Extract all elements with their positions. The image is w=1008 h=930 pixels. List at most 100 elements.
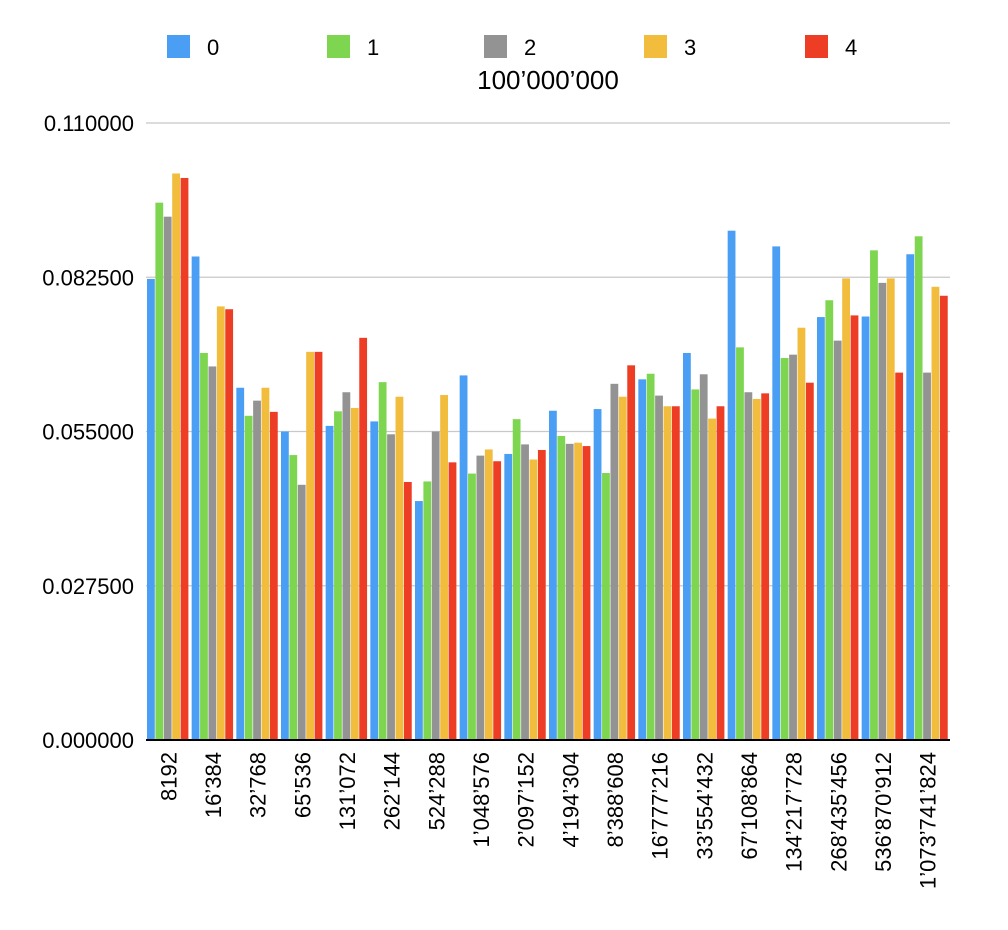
bar-series-4 <box>537 450 546 740</box>
bar-series-2 <box>163 216 172 740</box>
bar-series-2 <box>253 400 261 740</box>
bar-series-1 <box>646 373 655 740</box>
legend-swatch <box>167 35 190 58</box>
bar-series-3 <box>306 351 314 740</box>
legend-swatch <box>644 35 667 58</box>
bar-series-4 <box>403 481 412 740</box>
bar-series-4 <box>582 446 591 740</box>
x-tick-label: 67’108’864 <box>737 752 762 860</box>
bar-series-3 <box>440 395 448 740</box>
bar-series-2 <box>387 434 395 740</box>
bar-series-4 <box>939 295 948 740</box>
bar-series-2 <box>610 383 619 740</box>
y-tick-label: 0.110000 <box>44 111 134 136</box>
x-tick-label: 33’554’432 <box>692 752 717 860</box>
x-tick-label: 8’388’608 <box>603 752 628 847</box>
bar-series-3 <box>172 173 180 740</box>
x-tick-label: 134’217’728 <box>782 752 807 872</box>
bars <box>147 173 948 741</box>
bar-series-1 <box>378 382 387 740</box>
bar-series-2 <box>521 444 529 740</box>
bar-series-3 <box>395 396 404 740</box>
bar-series-4 <box>805 382 814 740</box>
bar-series-3 <box>529 459 538 740</box>
bar-series-0 <box>370 421 379 740</box>
bar-series-3 <box>216 306 225 740</box>
bar-series-3 <box>574 442 582 740</box>
gridlines <box>146 122 950 587</box>
bar-series-2 <box>699 374 708 740</box>
bar-series-4 <box>627 365 636 740</box>
legend-label: 1 <box>367 35 379 60</box>
legend-label: 3 <box>684 35 696 60</box>
bar-series-4 <box>895 372 904 740</box>
x-tick-label: 524’288 <box>424 752 449 830</box>
bar-series-3 <box>663 406 672 740</box>
bar-series-4 <box>225 309 234 740</box>
bar-series-0 <box>683 352 691 740</box>
bar-series-0 <box>906 254 915 740</box>
bar-series-0 <box>861 316 870 740</box>
bar-series-0 <box>638 379 647 740</box>
bar-series-2 <box>655 395 663 740</box>
x-tick-label: 65’536 <box>290 752 315 818</box>
bar-series-4 <box>671 406 680 740</box>
bar-series-1 <box>825 300 834 740</box>
y-tick-label: 0.055000 <box>42 420 134 445</box>
bar-series-0 <box>147 278 155 740</box>
y-axis-tick-labels: 0.000000 0.027500 0.055000 0.082500 0.110000 <box>42 111 134 753</box>
bar-series-1 <box>155 202 164 740</box>
bar-series-2 <box>878 282 887 740</box>
bar-series-3 <box>484 449 493 740</box>
bar-series-3 <box>618 396 627 740</box>
bar-series-3 <box>708 418 716 740</box>
x-tick-label: 16’384 <box>201 752 226 818</box>
bar-series-3 <box>931 286 940 740</box>
bar-series-3 <box>886 278 895 740</box>
bar-series-1 <box>200 352 208 740</box>
bar-series-2 <box>923 372 931 740</box>
bar-series-2 <box>744 392 753 740</box>
legend-swatch <box>805 35 828 58</box>
bar-series-0 <box>817 317 825 740</box>
bar-series-1 <box>736 347 744 740</box>
bar-series-4 <box>850 315 859 740</box>
bar-series-1 <box>602 473 610 740</box>
bar-series-2 <box>297 484 306 740</box>
legend: 0 1 2 3 4 <box>167 35 857 60</box>
bar-series-1 <box>780 358 789 740</box>
bar-series-3 <box>752 398 761 740</box>
x-tick-label: 1’048’576 <box>469 752 494 847</box>
x-tick-label: 8192 <box>156 752 181 801</box>
bar-series-1 <box>557 435 566 740</box>
bar-series-0 <box>236 387 245 740</box>
x-tick-label: 536’870’912 <box>871 752 896 872</box>
bar-series-0 <box>549 410 557 740</box>
bar-series-0 <box>504 453 513 740</box>
bar-series-2 <box>833 340 842 740</box>
bar-series-3 <box>261 387 270 740</box>
x-tick-label: 268’435’456 <box>826 752 851 872</box>
bar-series-2 <box>208 366 217 740</box>
x-tick-label: 32’768 <box>246 752 271 818</box>
bar-series-1 <box>914 236 923 740</box>
bar-series-0 <box>772 246 781 740</box>
bar-series-1 <box>512 419 521 740</box>
x-tick-label: 262’144 <box>380 752 405 830</box>
bar-series-1 <box>870 250 878 741</box>
legend-label: 4 <box>845 35 857 60</box>
legend-label: 0 <box>207 35 219 60</box>
bar-series-0 <box>281 431 289 740</box>
y-tick-label: 0.082500 <box>42 265 134 290</box>
bar-series-0 <box>415 501 423 740</box>
x-tick-label: 2’097’152 <box>514 752 539 847</box>
bar-series-2 <box>431 431 440 740</box>
bar-series-4 <box>493 461 502 740</box>
y-tick-label: 0.027500 <box>42 574 134 599</box>
bar-series-0 <box>459 375 468 740</box>
bar-series-1 <box>691 389 700 740</box>
bar-series-1 <box>244 415 253 740</box>
bar-series-2 <box>565 443 574 740</box>
chart-title: 100’000’000 <box>477 65 619 95</box>
